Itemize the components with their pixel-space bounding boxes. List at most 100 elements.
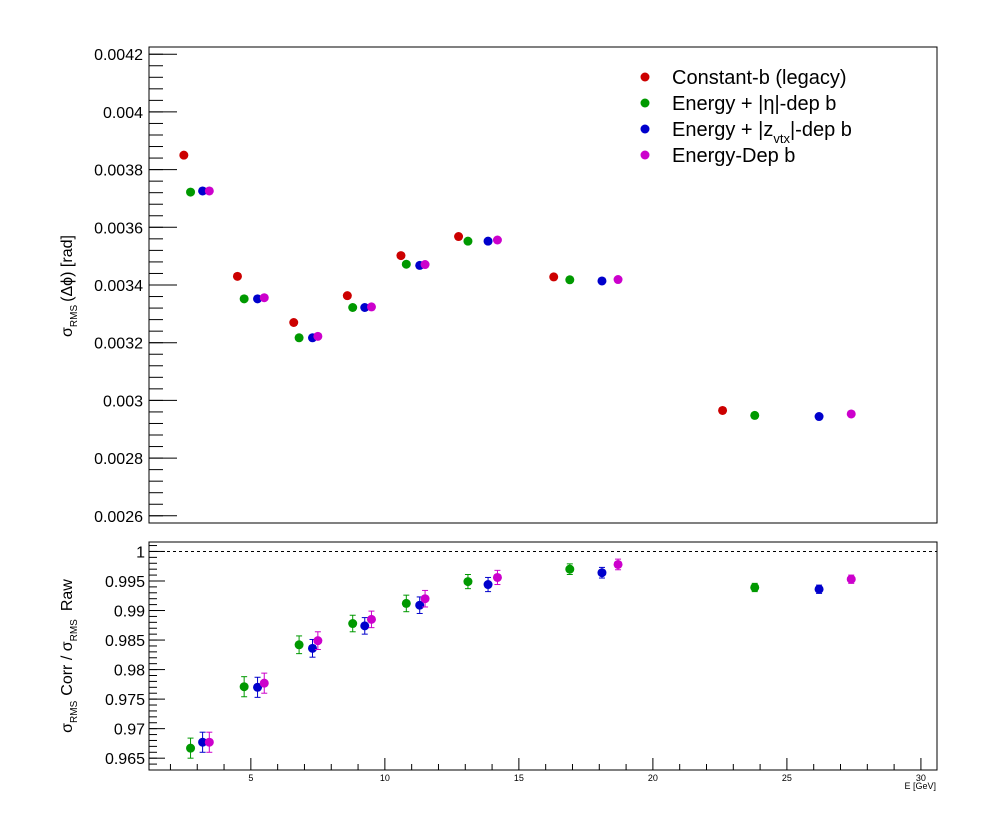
point-constant-b-legacy: [549, 272, 559, 282]
point-constant-b-legacy: [342, 291, 352, 301]
top-y-tick-label: 0.0042: [94, 47, 143, 64]
top-y-tick-label: 0.0032: [94, 336, 143, 353]
point-energy-dep-b: [750, 410, 760, 420]
ratio-point-energy-z-vtx-dep-b: [415, 600, 425, 610]
point-constant-b-legacy: [718, 405, 728, 415]
ratio-point-energy-dep-b: [259, 678, 269, 688]
top-data-points: [179, 150, 856, 422]
ratio-point-energy-dep-b: [492, 572, 502, 582]
x-tick-label: 30: [916, 773, 926, 783]
legend-marker-constant-b-legacy: [640, 72, 650, 82]
top-y-tick-label: 0.0028: [94, 451, 143, 468]
ratio-y-tick-label: 0.975: [105, 692, 145, 709]
top-y-axis: 0.0026 0.0028 0.003 0.0032 0.0034 0.0036 0.003…: [94, 47, 177, 526]
ratio-point-energy-dep-b: [420, 594, 430, 604]
ratio-y-label-sigma-2: σ: [59, 641, 76, 651]
legend: Constant-b (legacy) Energy + |η|-dep b Ene…: [640, 67, 852, 167]
point-energy-dep-b: [613, 275, 623, 285]
point-energy-z-vtx-dep-b: [360, 303, 370, 313]
top-y-label-sub: RMS: [69, 305, 80, 328]
point-energy-dep-b: [239, 294, 249, 304]
legend-label-energy-z-vtx-dep-b: Energy + |zvtx|-dep b: [672, 119, 852, 146]
legend-marker-energy-dep-b: [640, 98, 650, 108]
legend-label-subscript: vtx: [773, 131, 790, 146]
ratio-point-energy-dep-b: [186, 743, 196, 753]
point-energy-z-vtx-dep-b: [198, 186, 208, 196]
ratio-plot-frame: [148, 541, 938, 771]
ratio-y-tick-label: 0.965: [105, 751, 145, 768]
legend-label-energy-dep-b: Energy + |η|-dep b: [672, 93, 836, 115]
ratio-point-energy-dep-b: [239, 682, 249, 692]
ratio-y-label-sub-2: RMS: [69, 619, 80, 642]
ratio-point-energy-dep-b: [613, 559, 623, 569]
x-tick-label: 10: [380, 773, 390, 783]
point-constant-b-legacy: [396, 251, 406, 261]
point-energy-dep-b: [313, 331, 323, 341]
point-constant-b-legacy: [454, 232, 464, 242]
point-constant-b-legacy: [232, 271, 242, 281]
top-y-tick-label: 0.0036: [94, 220, 143, 237]
ratio-y-label-sigma-1: σ: [59, 723, 76, 733]
ratio-point-energy-dep-b: [750, 582, 760, 592]
top-y-tick-label: 0.0038: [94, 163, 143, 180]
x-tick-label: 5: [248, 773, 253, 783]
point-constant-b-legacy: [179, 150, 189, 160]
top-y-tick-label: 0.004: [103, 105, 143, 122]
ratio-y-tick-label: 0.985: [105, 633, 145, 650]
legend-label-part: |-dep b: [790, 119, 852, 141]
point-energy-dep-b: [259, 293, 269, 303]
point-energy-z-vtx-dep-b: [253, 294, 263, 304]
ratio-point-energy-dep-b: [366, 614, 376, 624]
top-y-tick-label: 0.003: [103, 393, 143, 410]
ratio-y-axis-label: σRMSCorr / σRMSRaw: [59, 579, 80, 733]
ratio-point-energy-z-vtx-dep-b: [483, 580, 493, 590]
ratio-point-energy-z-vtx-dep-b: [307, 643, 317, 653]
top-y-axis-label: σRMS (Δϕ) [rad]: [59, 235, 80, 337]
point-energy-dep-b: [463, 236, 473, 246]
legend-marker-energy-dep-b: [640, 150, 650, 160]
point-constant-b-legacy: [289, 318, 299, 328]
top-y-tick-label: 0.0034: [94, 278, 143, 295]
legend-label-constant-b-legacy: Constant-b (legacy): [672, 67, 847, 89]
ratio-point-energy-dep-b: [565, 564, 575, 574]
ratio-point-energy-z-vtx-dep-b: [360, 621, 370, 631]
ratio-point-energy-dep-b: [401, 598, 411, 608]
ratio-y-tick-label: 0.99: [114, 604, 145, 621]
point-energy-z-vtx-dep-b: [597, 276, 607, 286]
ratio-point-energy-dep-b: [463, 577, 473, 587]
legend-label-energy-dep-b: Energy-Dep b: [672, 145, 795, 167]
point-energy-dep-b: [401, 259, 411, 269]
point-energy-dep-b: [186, 187, 196, 197]
ratio-y-label-raw: Raw: [59, 579, 76, 611]
ratio-y-tick-label: 1: [136, 544, 145, 561]
ratio-y-label-sub-1: RMS: [69, 700, 80, 723]
point-energy-dep-b: [348, 303, 358, 313]
point-energy-dep-b: [492, 235, 502, 245]
point-energy-z-vtx-dep-b: [483, 236, 493, 246]
ratio-y-tick-label: 0.995: [105, 574, 145, 591]
top-y-tick-label: 0.0026: [94, 509, 143, 526]
ratio-point-energy-dep-b: [313, 636, 323, 646]
x-tick-label: 15: [514, 773, 524, 783]
x-axis: 5 10 15 20 25 30: [169, 758, 926, 783]
x-tick-label: 25: [782, 773, 792, 783]
ratio-y-tick-label: 0.97: [114, 722, 145, 739]
top-y-label-rest: (Δϕ) [rad]: [59, 235, 76, 302]
ratio-point-energy-dep-b: [846, 574, 856, 584]
point-energy-dep-b: [565, 275, 575, 285]
ratio-point-energy-z-vtx-dep-b: [597, 568, 607, 578]
x-tick-label: 20: [648, 773, 658, 783]
ratio-point-energy-z-vtx-dep-b: [814, 584, 824, 594]
legend-label-part: Energy + |z: [672, 119, 773, 141]
point-energy-dep-b: [846, 409, 856, 419]
point-energy-dep-b: [366, 302, 376, 312]
ratio-point-energy-dep-b: [294, 640, 304, 650]
point-energy-dep-b: [420, 260, 430, 270]
ratio-point-energy-z-vtx-dep-b: [198, 737, 208, 747]
ratio-point-energy-z-vtx-dep-b: [253, 682, 263, 692]
ratio-y-tick-label: 0.98: [114, 663, 145, 680]
legend-marker-energy-z-vtx-dep-b: [640, 124, 650, 134]
point-energy-z-vtx-dep-b: [814, 412, 824, 422]
